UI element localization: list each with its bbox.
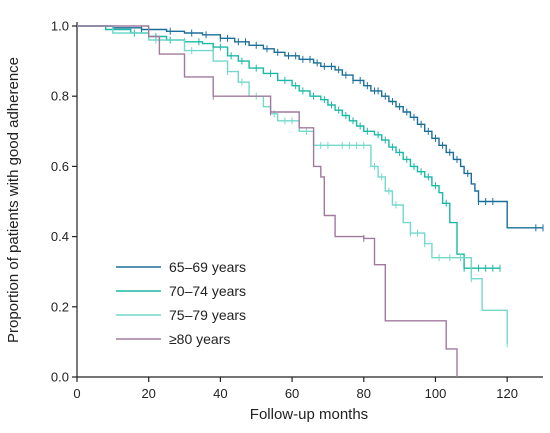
series-line	[77, 25, 543, 229]
x-tick-label: 120	[496, 386, 518, 401]
y-tick-label: 0.6	[51, 159, 69, 174]
axes: 0.0 0.2 0.4 0.6 0.8 1.0 0 20 40 60 80 100 120	[51, 19, 543, 401]
legend-label: 70–74 years	[169, 283, 246, 299]
series-line	[77, 25, 508, 344]
x-axis-label: Follow-up months	[250, 406, 368, 423]
y-tick-label: 1.0	[51, 19, 69, 34]
x-tick-label: 0	[73, 386, 80, 401]
y-tick-label: 0.2	[51, 299, 69, 314]
x-tick-label: 80	[357, 386, 371, 401]
x-tick-label: 40	[213, 386, 227, 401]
series-group	[77, 25, 458, 377]
legend-label: 65–69 years	[169, 259, 246, 275]
series-layer	[77, 25, 544, 377]
legend-label: ≥80 years	[169, 331, 230, 347]
y-tick-label: 0.8	[51, 89, 69, 104]
series-line	[77, 25, 458, 377]
legend-label: 75–79 years	[169, 307, 246, 323]
series-line	[77, 25, 500, 269]
x-tick-label: 100	[425, 386, 447, 401]
y-axis-label: Proportion of patients with good adheren…	[5, 57, 22, 343]
series-group	[77, 25, 544, 232]
y-tick-label: 0.4	[51, 229, 69, 244]
series-group	[77, 25, 508, 348]
x-tick-label: 60	[285, 386, 299, 401]
series-group	[77, 25, 501, 272]
y-tick-label: 0.0	[51, 370, 69, 385]
x-tick-label: 20	[141, 386, 155, 401]
legend: 65–69 years 70–74 years 75–79 years ≥80 yea…	[116, 259, 246, 347]
